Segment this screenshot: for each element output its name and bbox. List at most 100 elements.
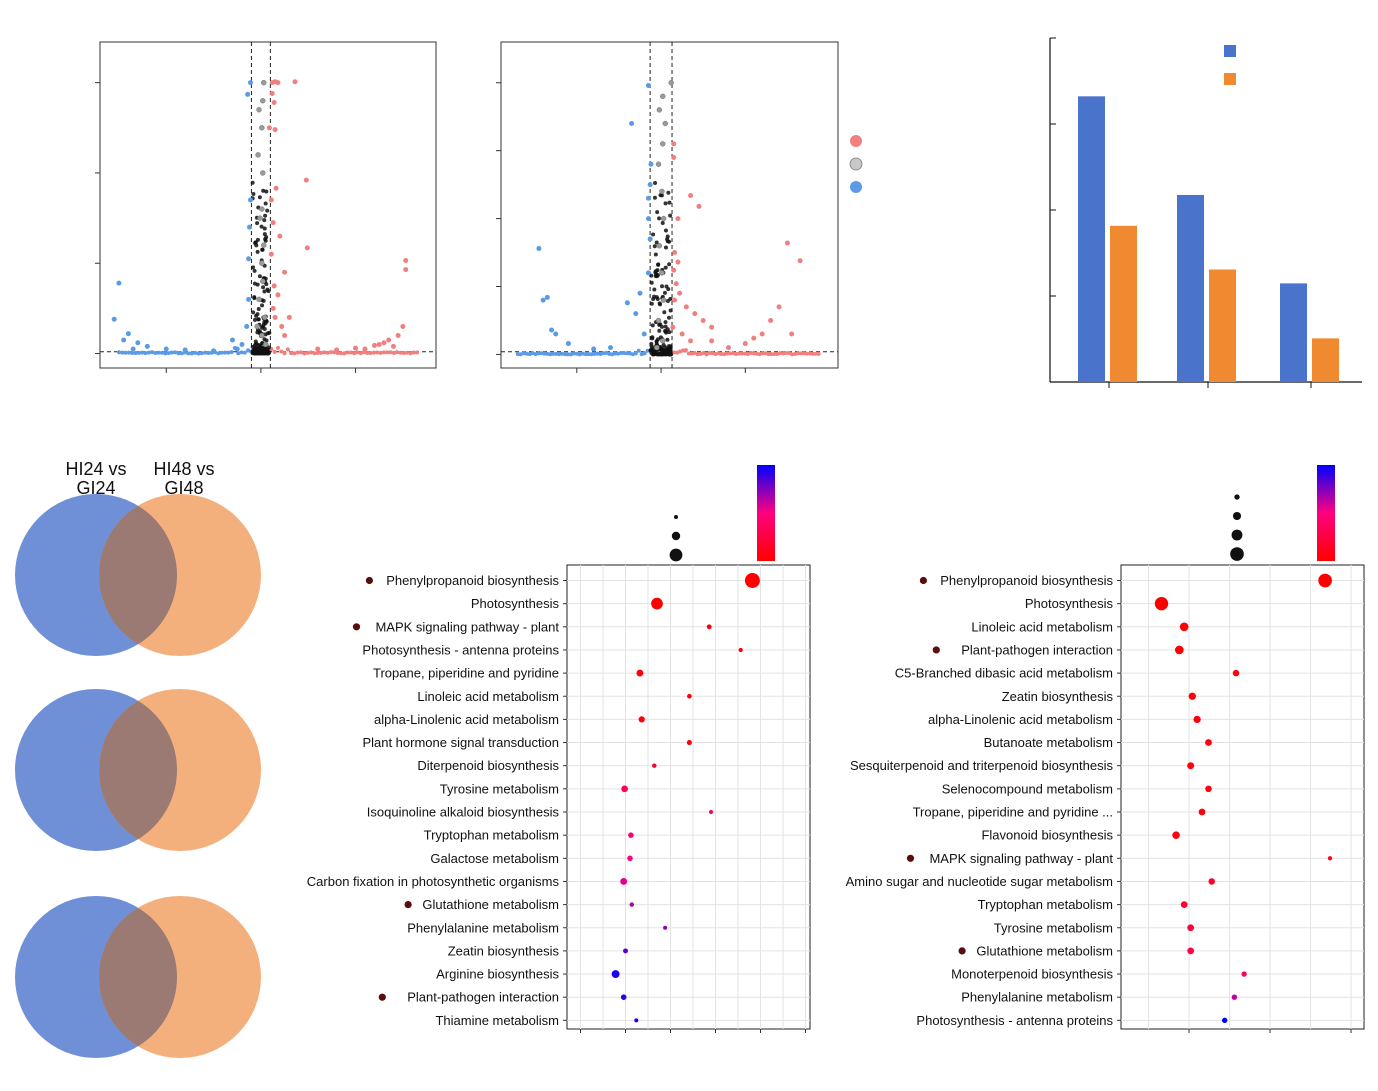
bar-down-0 xyxy=(1280,283,1307,382)
highlight-marker xyxy=(366,577,373,584)
up-point xyxy=(709,338,714,343)
up-point xyxy=(273,315,278,320)
size-legend-dot xyxy=(670,549,683,562)
baseline-point xyxy=(286,347,290,351)
term-label: Galactose metabolism xyxy=(430,851,559,866)
enrichment-point xyxy=(1199,809,1206,816)
nosig-cloud-point xyxy=(666,191,670,195)
enrichment-point xyxy=(651,598,663,610)
up-point xyxy=(267,125,272,130)
venn-set-a-label: HI24 vs xyxy=(65,459,126,479)
nosig-point xyxy=(656,162,661,167)
nosig-cloud-point xyxy=(251,181,255,185)
down-point xyxy=(245,92,250,97)
enrichment-point xyxy=(620,878,627,885)
bar-up-0 xyxy=(1177,195,1204,382)
nosig-cloud-point xyxy=(260,225,264,229)
down-point xyxy=(642,332,647,337)
nosig-cloud-point xyxy=(262,218,266,222)
baseline-point xyxy=(293,351,297,355)
term-label: Isoquinoline alkaloid biosynthesis xyxy=(367,805,560,820)
down-point xyxy=(629,121,634,126)
enrichment-point xyxy=(621,786,628,793)
up-point xyxy=(271,220,276,225)
baseline-point xyxy=(276,346,280,350)
term-label: Photosynthesis - antenna proteins xyxy=(916,1013,1113,1028)
nosig-cloud-point xyxy=(650,335,654,339)
term-label: Tropane, piperidine and pyridine xyxy=(373,666,559,681)
nosig-cloud-point xyxy=(256,317,260,321)
nosig-point xyxy=(259,333,264,338)
nosig-point xyxy=(261,80,266,85)
term-label: Diterpenoid biosynthesis xyxy=(417,758,559,773)
nosig-point xyxy=(656,318,661,323)
nosig-cloud-point xyxy=(664,228,668,232)
nosig-cloud-point xyxy=(655,274,659,278)
down-point xyxy=(164,347,169,352)
up-point xyxy=(282,333,287,338)
size-legend-dot xyxy=(1233,512,1241,520)
nosig-cloud-point xyxy=(251,192,255,196)
nosig-cloud-point xyxy=(656,337,660,341)
nosig-cloud-point xyxy=(267,331,271,335)
nosig-cloud-point xyxy=(669,308,673,312)
enrichment-point xyxy=(630,902,634,906)
nosig-cloud-point xyxy=(664,246,668,250)
nosig-point xyxy=(260,279,265,284)
nosig-cloud-point xyxy=(650,302,654,306)
nosig-cloud-point xyxy=(659,352,663,356)
term-label: Plant-pathogen interaction xyxy=(961,642,1113,657)
down-point xyxy=(121,338,126,343)
nosig-cloud-point xyxy=(664,201,668,205)
term-label: Tyrosine metabolism xyxy=(994,920,1113,935)
enrichment-point xyxy=(1241,971,1246,976)
nosig-point xyxy=(260,170,265,175)
nosig-cloud-point xyxy=(649,342,653,346)
nosig-point xyxy=(262,315,267,320)
up-point xyxy=(372,343,377,348)
up-point xyxy=(688,193,693,198)
highlight-marker xyxy=(933,646,940,653)
nosig-point xyxy=(259,125,264,130)
nosig-cloud-point xyxy=(253,269,257,273)
nosig-cloud-point xyxy=(663,329,667,333)
up-point xyxy=(701,318,706,323)
nosig-cloud-point xyxy=(650,281,654,285)
nosig-point xyxy=(660,338,665,343)
up-point xyxy=(760,332,765,337)
down-point xyxy=(541,298,546,303)
enrichment-point xyxy=(707,624,712,629)
up-point xyxy=(391,344,396,349)
down-point xyxy=(239,342,244,347)
volcano-legend xyxy=(850,135,862,193)
size-legend-dot xyxy=(1232,530,1243,541)
enrichment-point xyxy=(1232,995,1237,1000)
enrichment-point xyxy=(1187,762,1194,769)
term-label: Linoleic acid metabolism xyxy=(417,689,559,704)
nosig-cloud-point xyxy=(255,221,259,225)
down-point xyxy=(646,270,651,275)
up-point xyxy=(273,127,278,132)
term-label: Zeatin biosynthesis xyxy=(448,943,560,958)
term-label: Tropane, piperidine and pyridine ... xyxy=(913,805,1113,820)
up-point xyxy=(672,298,677,303)
down-point xyxy=(145,344,150,349)
up-point xyxy=(798,258,803,263)
legend-swatch-nosig xyxy=(850,158,862,170)
up-point xyxy=(271,306,276,311)
term-label: Phenylalanine metabolism xyxy=(961,990,1113,1005)
enrichment-point xyxy=(745,573,760,588)
nosig-point xyxy=(657,107,662,112)
baseline-point xyxy=(230,350,234,354)
nosig-cloud-point xyxy=(260,303,264,307)
nosig-cloud-point xyxy=(663,345,667,349)
nosig-point xyxy=(257,216,262,221)
term-label: Phenylpropanoid biosynthesis xyxy=(940,573,1113,588)
down-point xyxy=(116,281,121,286)
baseline-point xyxy=(408,351,412,355)
term-label: Tryptophan metabolism xyxy=(424,828,559,843)
nosig-cloud-point xyxy=(667,316,671,320)
term-label: MAPK signaling pathway - plant xyxy=(929,851,1113,866)
term-label: alpha-Linolenic acid metabolism xyxy=(374,712,559,727)
baseline-point xyxy=(389,350,393,354)
